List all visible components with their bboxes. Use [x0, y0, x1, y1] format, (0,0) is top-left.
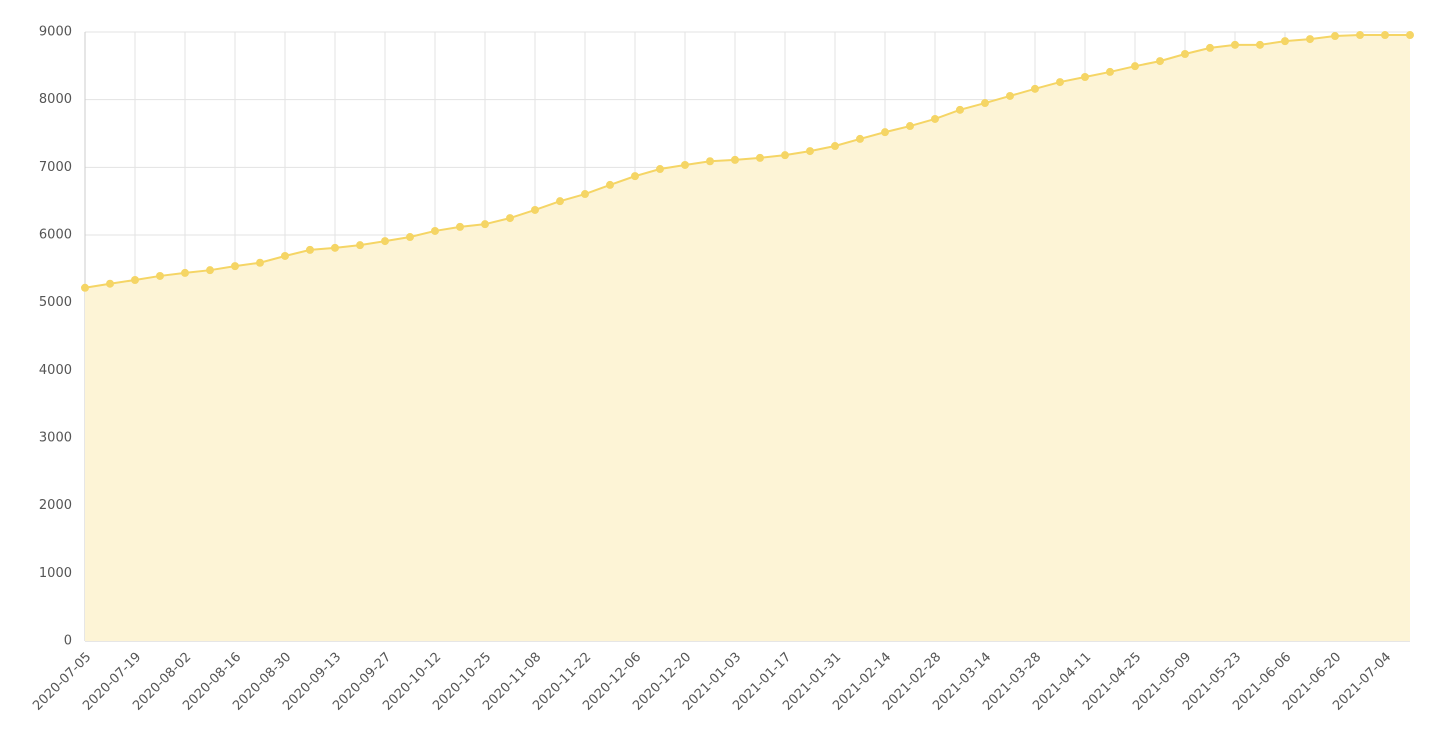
- point: [1156, 57, 1164, 66]
- point: [531, 205, 539, 214]
- y-tick-label: 4000: [39, 363, 72, 378]
- point: [306, 245, 314, 254]
- point: [331, 243, 339, 252]
- y-tick-label: 9000: [39, 25, 72, 40]
- point: [1281, 37, 1289, 46]
- y-tick-label: 7000: [39, 160, 72, 175]
- point: [1131, 62, 1139, 71]
- point: [231, 262, 239, 271]
- point: [1406, 31, 1414, 40]
- point: [481, 220, 489, 229]
- point: [131, 275, 139, 284]
- point: [981, 99, 989, 108]
- point: [881, 128, 889, 137]
- point: [1331, 32, 1339, 41]
- point: [256, 258, 264, 267]
- point: [1181, 49, 1189, 58]
- point: [581, 190, 589, 199]
- point: [731, 155, 739, 164]
- point: [956, 105, 964, 114]
- point: [1306, 35, 1314, 44]
- point: [856, 134, 864, 143]
- point: [1031, 84, 1039, 93]
- point: [831, 142, 839, 151]
- point: [606, 180, 614, 189]
- point: [1006, 91, 1014, 100]
- point: [806, 147, 814, 156]
- point: [1231, 40, 1239, 49]
- point: [1056, 78, 1064, 87]
- point: [381, 237, 389, 246]
- point: [156, 271, 164, 280]
- point: [931, 114, 939, 123]
- point: [1081, 72, 1089, 81]
- point: [356, 241, 364, 250]
- line: [84, 34, 1410, 289]
- point: [756, 153, 764, 162]
- point: [406, 233, 414, 242]
- point: [1256, 40, 1264, 49]
- y-tick-label: 3000: [39, 431, 72, 446]
- point: [1206, 43, 1214, 52]
- point: [81, 283, 89, 292]
- area-fill: [85, 35, 1410, 642]
- y-tick-label: 2000: [39, 498, 72, 513]
- point: [681, 160, 689, 169]
- point: [1356, 31, 1364, 40]
- y-tick-label: 5000: [39, 295, 72, 310]
- y-tick-label: 6000: [39, 228, 72, 243]
- point: [506, 214, 514, 223]
- point: [706, 157, 714, 166]
- point: [456, 222, 464, 231]
- y-tick-label: 1000: [39, 566, 72, 581]
- point: [556, 197, 564, 206]
- y-tick-label: 8000: [39, 92, 72, 107]
- point: [1381, 31, 1389, 40]
- point: [906, 122, 914, 131]
- point: [656, 165, 664, 174]
- point: [431, 226, 439, 235]
- point: [181, 268, 189, 277]
- point: [1106, 67, 1114, 76]
- point: [106, 279, 114, 288]
- point: [631, 172, 639, 181]
- point: [206, 266, 214, 275]
- y-tick-label: 0: [64, 634, 72, 649]
- point: [781, 151, 789, 160]
- point: [281, 251, 289, 260]
